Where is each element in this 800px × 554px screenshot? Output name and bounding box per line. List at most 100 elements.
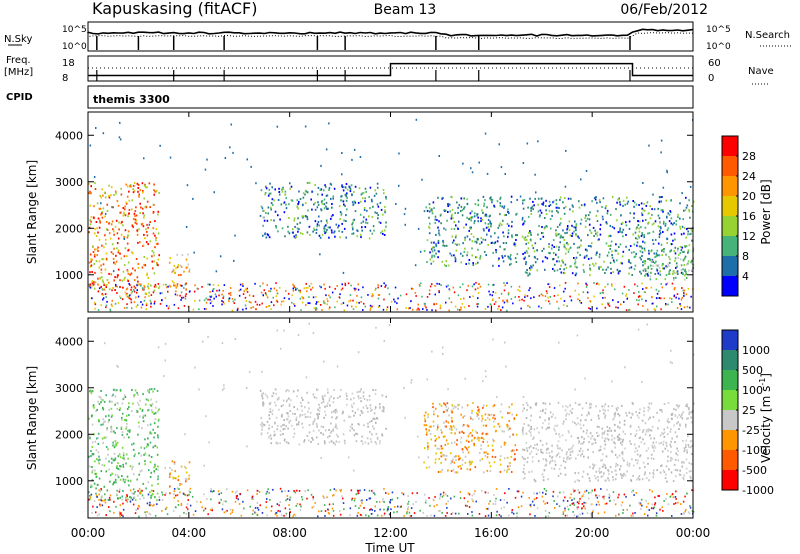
power-dots-echo-3-297 — [474, 240, 476, 243]
power-dots-echo-4-412 — [575, 272, 578, 275]
power-dots-echo-0-215 — [126, 242, 129, 245]
power-dots-echo-4-623 — [538, 215, 541, 218]
vel-dots-echo-2-79 — [354, 411, 357, 414]
power-dots-gs-71 — [229, 287, 232, 289]
power-dots-echo-4-193 — [688, 208, 690, 211]
vel-dots-echo-4-482 — [660, 464, 663, 467]
vel-dots-echo-3-304 — [445, 405, 447, 408]
vel-dots-echo-4-132 — [567, 455, 569, 458]
power-dots-gs-227 — [363, 302, 365, 305]
vel-dots-echo-4-450 — [600, 475, 602, 478]
vel-dots-echo-4-416 — [673, 424, 675, 427]
power-dots-gs-140 — [659, 297, 662, 300]
power-dots-gs-519 — [487, 305, 489, 308]
power-dots-gs-267 — [221, 300, 223, 302]
vel-dots-echo-4-80 — [666, 480, 668, 483]
vel-dots-echo-0-52 — [91, 423, 94, 426]
power-dots-echo-0-59 — [143, 216, 145, 219]
vel-dots-echo-3-62 — [436, 424, 439, 427]
power-dots-echo-2-34 — [382, 232, 384, 235]
power-dots-echo-3-37 — [437, 239, 440, 242]
power-dots-echo-0-295 — [147, 277, 150, 279]
power-dots-gs-312 — [497, 308, 499, 310]
vel-dots-gs-72 — [359, 489, 361, 492]
vel-dots-echo-3-102 — [486, 432, 489, 435]
power-dots-echo-3-129 — [428, 216, 430, 219]
vel-dots-echo-0-23 — [149, 491, 151, 494]
power-dots-gs-337 — [218, 294, 220, 297]
power-dots-gs-6 — [593, 295, 595, 298]
power-dots-echo-2-169 — [345, 214, 347, 217]
power-ylabel: Slant Range [km] — [25, 160, 39, 264]
vel-dots-echo-2-68 — [264, 393, 267, 396]
vel-dots-echo-4-572 — [585, 419, 587, 422]
vel-dots-echo-3-224 — [494, 456, 497, 459]
vel-dots-echo-4-425 — [628, 411, 631, 414]
power-dots-gs-506 — [215, 295, 217, 298]
power-dots-gs-17 — [131, 307, 133, 310]
power-dots-gs-298 — [595, 282, 598, 285]
power-dots-echo-3-79 — [463, 207, 465, 210]
power-dots-gs-495 — [105, 296, 107, 298]
power-dots-sparse-50 — [652, 193, 654, 196]
vel-dots-gs-437 — [481, 489, 483, 492]
power-dots-sparse-105 — [602, 197, 605, 200]
vel-dots-echo-2-325 — [317, 417, 319, 420]
power-dots-sparse-12 — [319, 253, 321, 256]
vel-dots-echo-1-13 — [173, 461, 176, 464]
vel-dots-gs-388 — [329, 489, 332, 491]
power-dots-echo-2-38 — [326, 194, 329, 197]
power-dots-echo-1-19 — [181, 254, 184, 257]
vel-dots-gs-110 — [222, 503, 224, 506]
vel-dots-gs-30 — [596, 496, 599, 499]
power-dots-echo-0-65 — [112, 287, 114, 289]
power-dots-echo-4-424 — [568, 248, 570, 251]
power-dots-gs-199 — [262, 282, 264, 285]
vel-dots-echo-0-370 — [144, 403, 147, 406]
power-dots-gs-470 — [258, 304, 261, 306]
power-dots-echo-5-76 — [651, 249, 653, 252]
power-dots-gs-501 — [387, 287, 389, 290]
vel-dots-echo-4-183 — [523, 464, 525, 467]
power-dots-echo-4-55 — [548, 205, 550, 207]
vel-dots-echo-4-474 — [541, 410, 544, 413]
vel-dots-echo-3-271 — [473, 442, 475, 445]
power-dots-echo-0-145 — [139, 283, 141, 286]
power-dots-echo-1-27 — [178, 274, 180, 277]
vel-dots-echo-3-93 — [438, 458, 440, 460]
vel-dots-echo-4-354 — [685, 443, 687, 446]
power-dots-sparse-114 — [328, 187, 331, 190]
vel-dots-echo-3-159 — [480, 444, 482, 447]
vel-dots-echo-4-509 — [532, 447, 535, 449]
vel-dots-gs-99 — [508, 488, 510, 490]
vel-dots-gs-457 — [680, 513, 683, 515]
vel-dots-echo-3-214 — [440, 455, 443, 458]
power-dots-echo-4-460 — [578, 206, 581, 209]
power-dots-gs-635 — [500, 309, 502, 311]
power-dots-echo-4-146 — [663, 248, 665, 250]
power-dots-echo-4-112 — [537, 197, 540, 200]
power-dots-echo-4-229 — [544, 226, 546, 229]
power-dots-echo-3-90 — [461, 209, 464, 212]
power-dots-gs-348 — [177, 307, 180, 310]
power-dots-sparse-117 — [342, 271, 345, 274]
vel-dots-echo-4-556 — [534, 480, 537, 483]
vel-dots-gs-296 — [257, 508, 260, 511]
vel-dots-echo-4-442 — [677, 450, 679, 452]
vel-dots-echo-0-43 — [143, 447, 146, 450]
vel-dots-echo-4-134 — [579, 419, 582, 422]
vel-dots-echo-0-354 — [110, 425, 113, 428]
power-dots-echo-4-598 — [537, 203, 539, 206]
vel-dots-echo-2-151 — [292, 436, 295, 438]
power-dots-echo-3-258 — [442, 197, 444, 199]
vel-dots-gs-230 — [503, 506, 505, 509]
vel-dots-echo-4-324 — [526, 461, 529, 464]
vel-dots-echo-4-606 — [685, 472, 688, 475]
power-dots-echo-4-71 — [540, 211, 543, 214]
vel-dots-echo-0-322 — [105, 446, 108, 448]
power-dots-echo-3-289 — [461, 254, 464, 257]
power-dots-echo-2-28 — [345, 195, 348, 198]
vel-dots-echo-4-33 — [688, 462, 691, 465]
power-dots-echo-4-582 — [524, 271, 527, 274]
vel-dots-echo-2-247 — [385, 395, 387, 398]
